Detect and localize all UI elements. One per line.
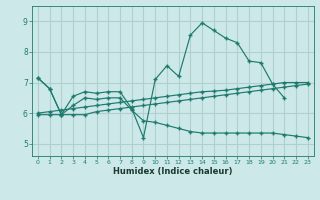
X-axis label: Humidex (Indice chaleur): Humidex (Indice chaleur)	[113, 167, 233, 176]
